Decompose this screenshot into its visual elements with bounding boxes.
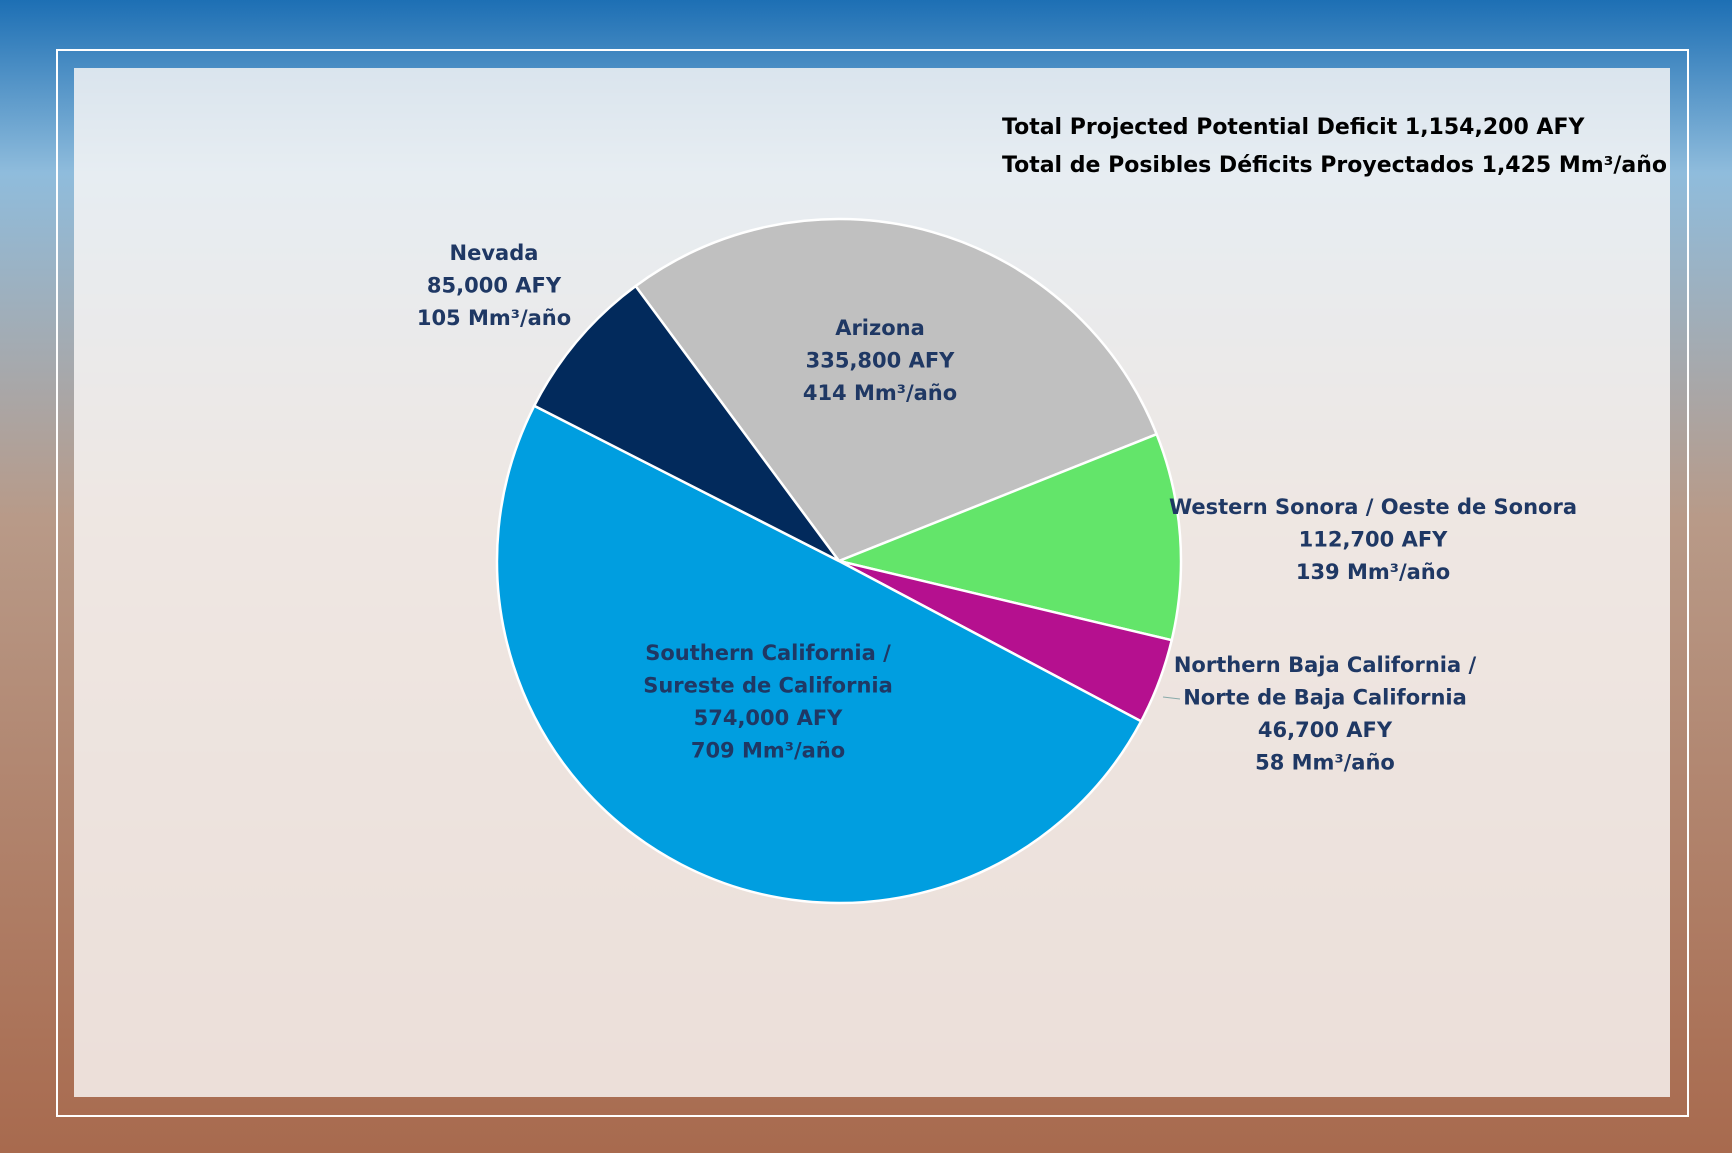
category-label: Nevada bbox=[450, 241, 539, 265]
pie-slice bbox=[834, 432, 1183, 642]
category-label: Northern Baja California / bbox=[1174, 653, 1477, 677]
pie-slice bbox=[532, 284, 841, 563]
title: Total Projected Potential Deficit 1,154,… bbox=[1002, 115, 1585, 140]
frame bbox=[56, 49, 1689, 1117]
value-label: 46,700 AFY bbox=[1258, 718, 1393, 742]
metric-label: 414 Mm³/año bbox=[803, 381, 957, 405]
category-label: Arizona bbox=[835, 316, 925, 340]
value-label: 112,700 AFY bbox=[1299, 528, 1449, 552]
metric-label: 709 Mm³/año bbox=[691, 739, 845, 763]
metric-label: 105 Mm³/año bbox=[417, 306, 571, 330]
value-label: 574,000 AFY bbox=[694, 706, 844, 730]
category-label: Sureste de California bbox=[643, 674, 893, 698]
pie-slice bbox=[633, 217, 1159, 563]
value-label: 335,800 AFY bbox=[806, 349, 956, 373]
category-label: Western Sonora / Oeste de Sonora bbox=[1169, 495, 1577, 519]
category-label: Norte de Baja California bbox=[1183, 686, 1467, 710]
category-label: Southern California / bbox=[645, 641, 891, 665]
title: Total de Posibles Déficits Proyectados 1… bbox=[1002, 153, 1667, 178]
pie-slice bbox=[495, 404, 1143, 905]
metric-label: 139 Mm³/año bbox=[1296, 560, 1450, 584]
leader-line bbox=[1162, 696, 1181, 700]
value-label: 85,000 AFY bbox=[427, 274, 562, 298]
metric-label: 58 Mm³/año bbox=[1255, 751, 1395, 775]
